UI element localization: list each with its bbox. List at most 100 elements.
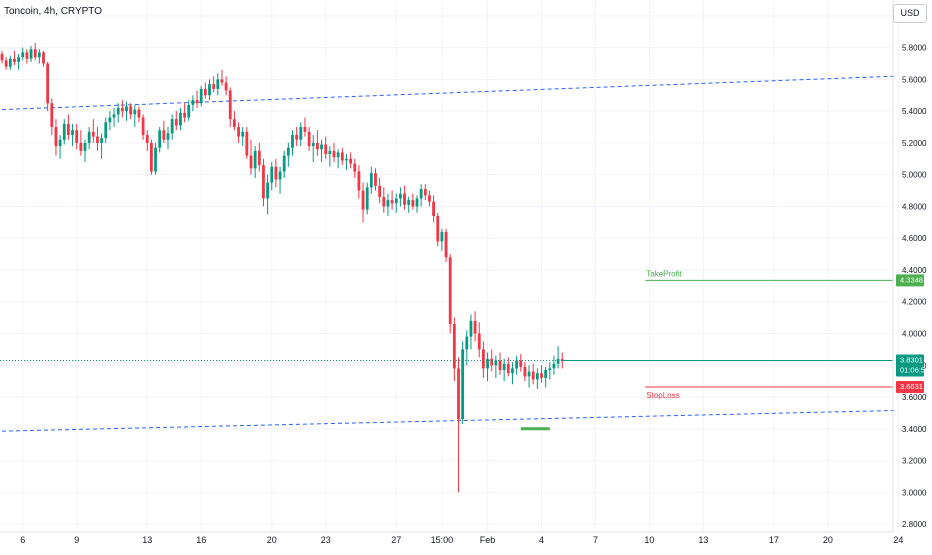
candle-body: [183, 112, 186, 118]
candle-body: [328, 150, 332, 155]
candle-body: [29, 49, 33, 59]
trendline-lower[interactable]: [1, 410, 895, 432]
grid: [0, 0, 899, 532]
candle-body: [62, 123, 66, 140]
y-tick-label: 4.8000: [902, 202, 927, 211]
y-tick-label: 3.6000: [902, 393, 927, 402]
candles: [0, 42, 564, 493]
candle-body: [162, 130, 166, 140]
candle-body: [245, 131, 249, 156]
candle-body: [320, 144, 323, 150]
x-tick-label: 27: [391, 535, 401, 545]
candle-body: [535, 373, 539, 380]
candle-body: [407, 200, 411, 205]
x-tick-label: 6: [20, 535, 25, 545]
candle-body: [486, 358, 489, 369]
candle-body: [556, 358, 560, 364]
candle-body: [473, 320, 477, 334]
candle-body: [440, 231, 444, 242]
y-tick-label: 3.0000: [902, 488, 927, 497]
stop-loss-price-tag-text: 3.6631: [900, 382, 923, 391]
candle-body: [112, 114, 116, 118]
candle-body: [560, 358, 564, 361]
candle-body: [511, 368, 514, 374]
candle-body: [444, 231, 448, 258]
x-tick-label: 20: [823, 535, 833, 545]
last-price-tag-text: 3.8301: [900, 355, 923, 364]
candle-body: [241, 131, 245, 137]
y-tick-label: 2.8000: [902, 520, 927, 529]
candle-body: [179, 112, 182, 126]
candle-body: [394, 198, 398, 204]
x-tick-label: 9: [74, 535, 79, 545]
candle-body: [357, 171, 361, 191]
candle-body: [87, 131, 91, 143]
candle-body: [498, 360, 502, 371]
candle-body: [154, 147, 157, 172]
candle-body: [295, 134, 299, 140]
x-tick-label: 20: [267, 535, 277, 545]
candle-body: [17, 57, 20, 62]
candle-body: [353, 163, 357, 172]
candle-body: [286, 147, 290, 156]
candle-body: [477, 333, 481, 350]
candle-body: [552, 363, 556, 369]
candle-body: [54, 127, 58, 147]
x-tick-label: 7: [593, 535, 598, 545]
candle-body: [137, 109, 141, 118]
candle-body: [220, 79, 224, 83]
candle-body: [199, 88, 203, 104]
candle-body: [365, 187, 369, 210]
candle-body: [257, 150, 261, 166]
overlays: TakeProfit StopLoss: [0, 269, 893, 431]
take-profit-price-tag-box: [896, 274, 924, 287]
candle-body: [548, 368, 552, 371]
candle-body: [262, 165, 265, 199]
candle-body: [8, 58, 12, 67]
currency-button[interactable]: USD: [893, 4, 927, 23]
candle-body: [432, 201, 435, 216]
time-axis: 6 9 13 16 20 23 27 15:00 Feb 4 7 10 13 17 20 24: [20, 535, 903, 545]
candle-body: [291, 134, 294, 148]
candle-body: [506, 363, 510, 374]
x-tick-label: 13: [698, 535, 708, 545]
candle-body: [494, 360, 498, 366]
candle-body: [129, 106, 133, 115]
candle-body: [423, 188, 427, 196]
take-profit-price-tag: 4.3348: [896, 274, 924, 287]
candle-body: [515, 360, 518, 369]
candle-body: [282, 155, 286, 172]
x-tick-label: 15:00: [431, 535, 454, 545]
candle-body: [448, 257, 452, 324]
candle-body: [274, 166, 278, 180]
x-tick-label: 10: [644, 535, 654, 545]
candle-body: [42, 52, 45, 64]
candle-body: [71, 130, 74, 135]
y-tick-label: 3.2000: [902, 457, 927, 466]
stop-loss-price-tag: 3.6631: [896, 380, 924, 393]
x-tick-label: 17: [769, 535, 779, 545]
candle-body: [79, 142, 83, 151]
candle-body: [67, 123, 70, 135]
candle-body: [502, 363, 506, 371]
candle-body: [158, 130, 162, 148]
y-tick-label: 4.0000: [902, 329, 927, 338]
candle-body: [452, 323, 456, 369]
candle-body: [303, 127, 307, 132]
y-tick-label: 5.8000: [902, 44, 927, 53]
candle-body: [0, 53, 4, 61]
candle-body: [13, 58, 16, 62]
x-tick-label: 16: [196, 535, 206, 545]
candle-body: [278, 171, 282, 180]
candle-body: [374, 173, 377, 186]
candle-body: [50, 103, 54, 128]
trendline-upper[interactable]: [1, 75, 895, 111]
candle-body: [311, 142, 315, 147]
candle-body: [299, 127, 303, 140]
candle-body: [465, 336, 469, 350]
candle-body: [490, 358, 494, 366]
candle-body: [531, 371, 535, 380]
